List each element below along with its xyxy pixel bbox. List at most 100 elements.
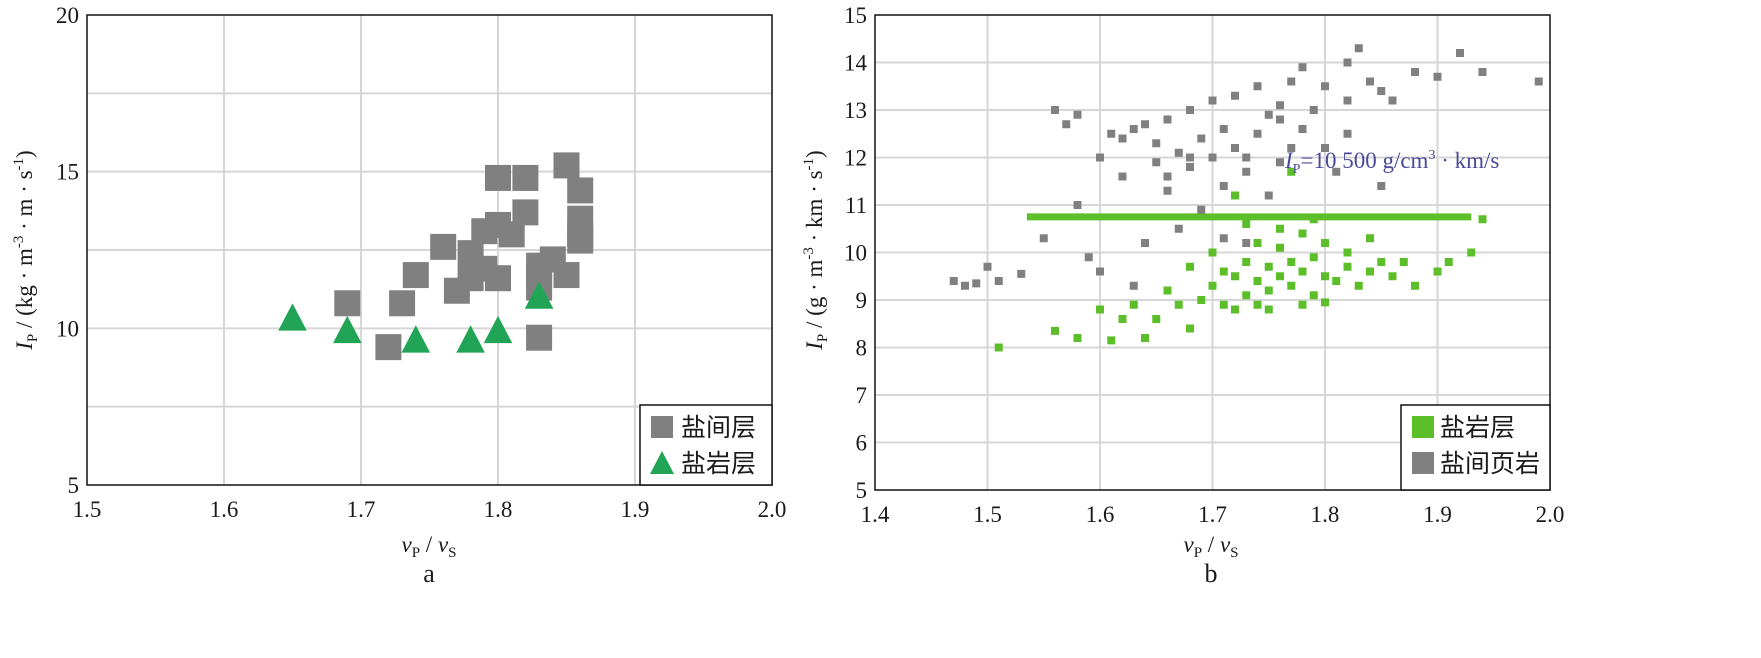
chart-a-series-1-point <box>553 152 580 179</box>
chart-b-series-1-point <box>1321 239 1329 247</box>
chart-b-legend-green-square-icon <box>1412 416 1434 438</box>
chart-a-x-tick-label: 1.8 <box>484 497 513 522</box>
chart-b-series-2-point <box>1231 91 1239 100</box>
chart-b-series-2-point <box>1051 106 1059 114</box>
chart-b-series-1-point <box>1219 300 1228 309</box>
chart-a-series-1-point <box>512 199 539 226</box>
chart-b-series-1-point <box>1186 324 1194 333</box>
chart-b-series-1-point <box>1309 253 1318 262</box>
chart-b-series-2-point <box>1084 253 1093 262</box>
chart-b-series-2-point <box>1174 148 1183 157</box>
chart-b-series-1-point <box>1276 272 1284 281</box>
chart-b-series-1-point <box>1141 334 1149 342</box>
chart-b-series-2-point <box>1242 153 1251 162</box>
chart-b-series-1-point <box>1051 326 1059 335</box>
chart-a-legend-square-icon <box>651 416 673 438</box>
chart-b-x-tick-label: 1.5 <box>973 502 1002 527</box>
chart-b-x-tick-labels: 1.4 1.5 1.6 1.7 1.8 1.9 2.0 <box>861 502 1565 527</box>
chart-b-y-tick-label: 6 <box>856 431 868 456</box>
chart-a-y-tick-label: 20 <box>56 3 79 28</box>
chart-b-series-1-point <box>1467 248 1476 257</box>
chart-b-y-tick-label: 13 <box>844 98 867 123</box>
chart-a-caption: a <box>423 559 435 588</box>
chart-b-series-1-point <box>1107 336 1116 345</box>
chart-b-series-1-point <box>1242 258 1251 266</box>
chart-b-x-axis-label: vP / vS <box>1183 532 1238 561</box>
chart-a-series-1-point <box>526 324 553 351</box>
chart-b-series-2-point <box>1276 115 1284 124</box>
chart-a-x-tick-label: 2.0 <box>758 497 787 522</box>
chart-b-series-2-point <box>1231 144 1239 152</box>
chart-b-series-2-point <box>1118 134 1127 143</box>
chart-b-series-1-point <box>1073 334 1082 342</box>
chart-b-series-2-point <box>972 279 981 288</box>
chart-b-y-tick-label: 14 <box>844 51 868 76</box>
chart-b-marks <box>949 44 1543 352</box>
chart-a-x-tick-label: 1.5 <box>73 497 102 522</box>
chart-a-series-2-point <box>483 315 513 344</box>
chart-a: 1.5 1.6 1.7 1.8 1.9 2.0 5 10 15 20 vP / vS IP / … <box>11 3 786 588</box>
chart-a-series-1-point <box>334 290 361 317</box>
chart-b-series-2-point <box>1264 191 1273 200</box>
chart-b-series-1-point <box>1411 281 1419 290</box>
chart-b-series-2-point <box>961 281 969 290</box>
chart-b-y-tick-label: 9 <box>856 288 868 313</box>
chart-b-series-2-point <box>1163 115 1172 124</box>
chart-b-series-2-point <box>1276 158 1284 167</box>
chart-b-series-1-point <box>994 343 1003 352</box>
chart-b-series-2-point <box>1129 125 1138 133</box>
chart-a-gridlines <box>87 15 772 485</box>
chart-b-series-2-point <box>1287 144 1296 152</box>
chart-b-series-1-point <box>1208 248 1217 257</box>
chart-a-series-1-point <box>567 177 594 204</box>
chart-a-marks <box>278 152 594 361</box>
chart-b-series-1-point <box>1129 300 1138 309</box>
chart-b-x-tick-label: 1.4 <box>861 502 890 527</box>
chart-a-series-1-point <box>498 221 525 248</box>
chart-b-series-1-point <box>1321 272 1329 281</box>
chart-b-series-1-point <box>1388 272 1397 281</box>
chart-a-series-1-point <box>375 334 402 361</box>
chart-b-series-1-point <box>1253 277 1262 285</box>
chart-b-series-2-point <box>1298 125 1307 133</box>
chart-b-series-1-point <box>1354 281 1363 290</box>
chart-b-series-1-point <box>1276 224 1284 233</box>
chart-b-series-2-point <box>1332 167 1341 176</box>
chart-b-series-1-point <box>1264 286 1273 295</box>
chart-a-legend: 盐间层 盐岩层 <box>639 404 773 486</box>
chart-b-series-1-point <box>1309 291 1318 300</box>
chart-b-series-2-point <box>1411 68 1419 76</box>
chart-b-series-1-point <box>1377 258 1386 266</box>
chart-b-x-tick-label: 1.9 <box>1423 502 1452 527</box>
chart-b-series-2-point <box>1433 72 1442 81</box>
chart-b-series-2-point <box>1073 201 1082 209</box>
chart-b-series-2-point <box>1276 101 1284 110</box>
chart-b-series-1-point <box>1298 300 1307 309</box>
chart-b-legend: 盐岩层 盐间页岩 <box>1400 404 1551 491</box>
chart-a-series-1-point <box>485 265 511 292</box>
chart-a-y-tick-label: 5 <box>68 473 80 498</box>
chart-a-legend-label-1: 盐间层 <box>681 413 756 442</box>
chart-b-series-2-point <box>1343 129 1352 138</box>
chart-a-legend-label-2: 盐岩层 <box>681 449 756 478</box>
chart-b-y-tick-label: 15 <box>844 3 867 28</box>
chart-a-series-2-point <box>456 325 485 353</box>
chart-b-series-2-point <box>1343 96 1352 105</box>
chart-a-series-2-point <box>401 325 431 353</box>
chart-b-series-2-point <box>1298 63 1307 72</box>
chart-a-y-axis-label: IP / (kg · m-3 · m · s-1) <box>11 150 41 350</box>
chart-b-series-2-point <box>1534 77 1543 86</box>
chart-b-series-2-point <box>1141 239 1149 247</box>
chart-b-series-2-point <box>1163 172 1172 181</box>
chart-a-legend-triangle-icon <box>650 451 674 474</box>
chart-b-series-2-point <box>1287 77 1296 86</box>
chart-b-series-2-point <box>1118 172 1127 181</box>
chart-a-x-axis-label: vP / vS <box>401 532 456 561</box>
chart-b-series-1-point <box>1242 220 1251 228</box>
chart-b-caption: b <box>1205 559 1218 588</box>
chart-b-series-1-point <box>1208 281 1217 290</box>
chart-b-series-2-point <box>1478 68 1487 76</box>
chart-b-series-2-point <box>1197 134 1206 143</box>
chart-b-y-tick-label: 5 <box>856 478 868 503</box>
